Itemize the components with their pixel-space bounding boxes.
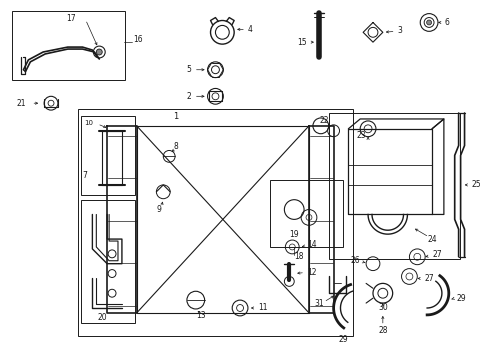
Text: 24: 24 <box>426 235 436 244</box>
Text: 13: 13 <box>196 311 205 320</box>
Bar <box>328 113 459 259</box>
Text: 28: 28 <box>377 326 387 335</box>
Bar <box>12 11 124 80</box>
Text: 22: 22 <box>319 116 328 125</box>
Text: 27: 27 <box>423 274 433 283</box>
Text: 14: 14 <box>306 240 316 249</box>
Bar <box>81 116 135 195</box>
Text: 10: 10 <box>84 120 93 126</box>
Circle shape <box>426 20 431 25</box>
Text: 29: 29 <box>338 335 347 344</box>
Text: 19: 19 <box>289 230 299 239</box>
Bar <box>78 109 352 336</box>
Text: 31: 31 <box>313 298 323 307</box>
Text: 17: 17 <box>66 14 75 23</box>
Text: 4: 4 <box>247 25 252 34</box>
Text: 30: 30 <box>377 303 387 312</box>
Text: 15: 15 <box>297 38 306 47</box>
Text: 12: 12 <box>306 268 316 277</box>
Text: 25: 25 <box>470 180 480 189</box>
Text: 8: 8 <box>173 142 178 151</box>
Text: 7: 7 <box>82 171 87 180</box>
Bar <box>81 200 135 323</box>
Text: 23: 23 <box>356 131 365 140</box>
Text: 2: 2 <box>186 92 190 101</box>
Text: 18: 18 <box>294 252 303 261</box>
Text: 20: 20 <box>97 313 107 322</box>
Circle shape <box>96 49 102 55</box>
Text: 29: 29 <box>456 294 466 303</box>
Text: 5: 5 <box>185 65 190 74</box>
Text: 3: 3 <box>397 26 402 35</box>
Text: 9: 9 <box>157 205 162 214</box>
Text: 1: 1 <box>173 112 178 121</box>
Text: 16: 16 <box>132 35 142 44</box>
Bar <box>269 180 343 247</box>
Text: 27: 27 <box>431 250 441 259</box>
Text: 26: 26 <box>350 256 360 265</box>
Text: 11: 11 <box>257 303 267 312</box>
Text: 6: 6 <box>444 18 449 27</box>
Text: 21: 21 <box>17 99 26 108</box>
